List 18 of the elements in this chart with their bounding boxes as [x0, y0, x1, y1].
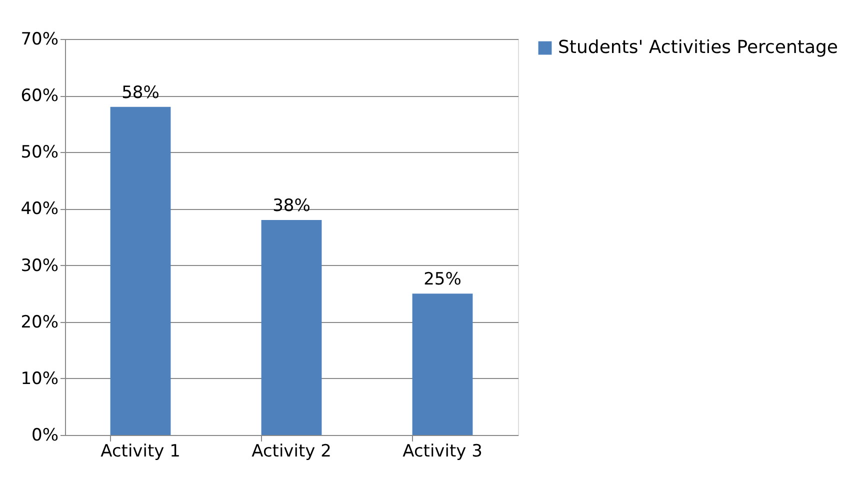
- x-tick-label: Activity 2: [252, 442, 332, 462]
- bar: [110, 106, 171, 435]
- x-tick-label: Activity 1: [100, 442, 180, 462]
- x-tick-label: Activity 3: [402, 442, 482, 462]
- y-tick-label: 70%: [20, 30, 58, 50]
- y-tick-label: 10%: [20, 368, 58, 389]
- data-label: 58%: [122, 82, 160, 103]
- y-tick-label: 0%: [32, 426, 58, 446]
- data-label: 38%: [272, 196, 310, 216]
- legend-label: Students' Activities Percentage: [558, 37, 838, 58]
- data-label: 25%: [424, 270, 462, 290]
- y-tick-label: 20%: [20, 312, 58, 332]
- y-tick-label: 50%: [20, 142, 58, 163]
- bar: [261, 220, 322, 435]
- bar: [412, 294, 473, 435]
- y-tick-label: 40%: [20, 199, 58, 220]
- y-tick-label: 60%: [20, 86, 58, 106]
- y-tick-label: 30%: [20, 256, 58, 276]
